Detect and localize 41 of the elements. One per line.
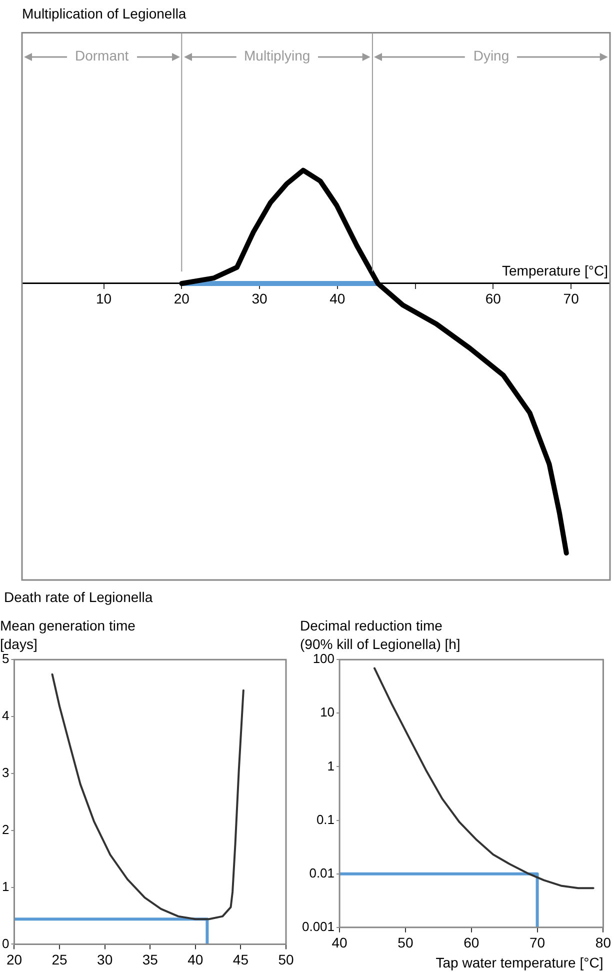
text: Dying <box>473 48 510 64</box>
text: Dormant <box>74 48 129 64</box>
x-tick-label: 10 <box>96 290 112 307</box>
y-tick-label: 0.1 <box>316 812 335 827</box>
chart-title: Multiplication of Legionella <box>22 5 186 22</box>
x-tick-label: 45 <box>232 951 249 968</box>
x-tick-label: 50 <box>398 934 414 951</box>
x-axis-title: Temperature [°C] <box>502 262 608 278</box>
y-tick-label: 1 <box>327 758 335 774</box>
x-tick-label: 40 <box>332 934 348 951</box>
y-tick-label: 0.001 <box>302 918 335 934</box>
x-tick-label: 20 <box>6 951 22 968</box>
chart-title: Decimal reduction time <box>300 617 443 634</box>
x-tick-label: 25 <box>52 951 68 968</box>
chart-subtitle: (90% kill of Legionella) [h] <box>300 636 460 652</box>
y-tick-label: 1 <box>2 878 10 894</box>
x-tick-label: 20 <box>174 290 190 307</box>
x-tick-label: 30 <box>97 951 113 968</box>
x-tick-label: 35 <box>142 951 158 968</box>
y-tick-label: 10 <box>320 704 335 720</box>
x-tick-label: 40 <box>330 290 346 307</box>
x-tick-label: 40 <box>188 951 204 968</box>
y-tick-label: 5 <box>2 651 10 666</box>
y-tick-label: 3 <box>2 765 10 780</box>
text: Death rate of Legionella <box>4 589 153 605</box>
chart-subtitle: [days] <box>0 636 38 652</box>
x-tick-label: 50 <box>278 951 294 968</box>
text: Multiplying <box>244 48 310 64</box>
x-tick-label: 60 <box>485 290 502 307</box>
x-tick-label: 60 <box>464 934 480 951</box>
x-axis-title: Tap water temperature [°C] <box>436 954 604 970</box>
x-tick-label: 70 <box>530 934 546 951</box>
y-tick-label: 2 <box>2 822 10 837</box>
x-tick-label: 80 <box>595 934 612 951</box>
y-tick-label: 0 <box>2 936 10 951</box>
chart-title: Mean generation time <box>0 617 136 634</box>
x-tick-label: 70 <box>563 290 580 307</box>
x-tick-label: 30 <box>252 290 268 307</box>
y-tick-label: 100 <box>312 651 335 666</box>
y-tick-label: 0.01 <box>309 865 335 880</box>
y-tick-label: 4 <box>2 708 10 724</box>
